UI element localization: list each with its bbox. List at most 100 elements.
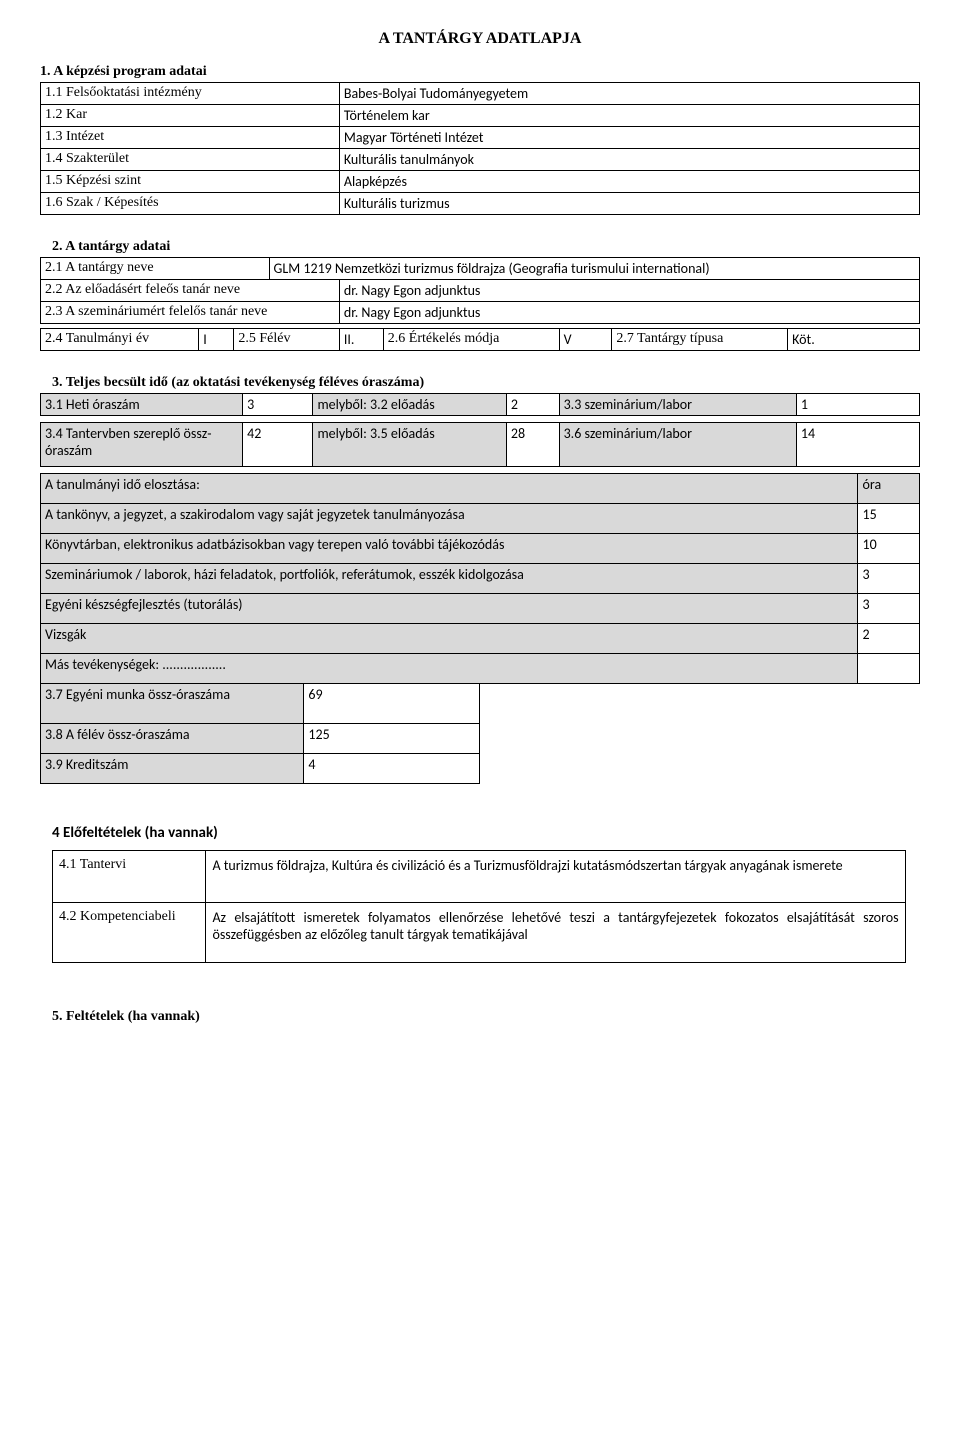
- table-row: Vizsgák2: [41, 624, 920, 654]
- s2-r3-value: dr. Nagy Egon adjunktus: [339, 302, 919, 324]
- table-row: 3.4 Tantervben szereplő össz-óraszám 42 …: [41, 423, 920, 467]
- table-row: 3.1 Heti óraszám 3 melyből: 3.2 előadás …: [41, 394, 920, 416]
- s3-dist-header-unit: óra: [858, 474, 920, 504]
- s3-r1-v1: 3: [243, 394, 313, 416]
- s3-f2-label: 3.9 Kreditszám: [41, 754, 304, 784]
- s1-r1-value: Történelem kar: [339, 105, 919, 127]
- table-row: A tankönyv, a jegyzet, a szakirodalom va…: [41, 504, 920, 534]
- s4-r0-value: A turizmus földrajza, Kultúra és civiliz…: [206, 851, 905, 903]
- section4-heading-prefix: 4: [52, 824, 60, 842]
- section3-row2: 3.4 Tantervben szereplő össz-óraszám 42 …: [40, 422, 920, 467]
- section2-table-c: 2.4 Tanulmányi év I 2.5 Félév II. 2.6 Ér…: [40, 328, 920, 351]
- s2-r3-label: 2.3 A szemináriumért felelős tanár neve: [41, 302, 340, 324]
- doc-title: A TANTÁRGY ADATLAPJA: [40, 30, 920, 48]
- s3-r1-v3: 1: [796, 394, 919, 416]
- section5-heading: 5. Feltételek (ha vannak): [52, 1009, 920, 1025]
- s3-r2-v2: 28: [506, 423, 559, 467]
- s3-dist1-label: Könyvtárban, elektronikus adatbázisokban…: [41, 534, 858, 564]
- s3-r1-c1: 3.1 Heti óraszám: [41, 394, 243, 416]
- s1-r5-label: 1.6 Szak / Képesítés: [41, 193, 340, 215]
- s3-f0-value: 69: [304, 684, 480, 724]
- s2-r2-label: 2.2 Az előadásért feleős tanár neve: [41, 280, 340, 302]
- s2-r4-v4: Köt.: [788, 329, 920, 351]
- s4-r1-label: 4.2 Kompetenciabeli: [53, 903, 206, 963]
- s1-r5-value: Kulturális turizmus: [339, 193, 919, 215]
- s3-f2-value: 4: [304, 754, 480, 784]
- table-row: 2.4 Tanulmányi év I 2.5 Félév II. 2.6 Ér…: [41, 329, 920, 351]
- section4-table: 4.1 Tantervi A turizmus földrajza, Kultú…: [52, 850, 906, 963]
- table-row: Könyvtárban, elektronikus adatbázisokban…: [41, 534, 920, 564]
- section2-table-b: 2.2 Az előadásért feleős tanár neve dr. …: [40, 279, 920, 324]
- s1-r4-value: Alapképzés: [339, 171, 919, 193]
- s2-r1-label: 2.1 A tantárgy neve: [41, 258, 270, 280]
- s3-dist-header-label: A tanulmányi idő elosztása:: [41, 474, 858, 504]
- table-row: 1.2 KarTörténelem kar: [41, 105, 920, 127]
- s3-r2-c3: 3.6 szeminárium/labor: [559, 423, 796, 467]
- s3-r1-c2: melyből: 3.2 előadás: [313, 394, 506, 416]
- s2-r4-c3: 2.6 Értékelés módja: [383, 329, 559, 351]
- s2-r1-value: GLM 1219 Nemzetközi turizmus földrajza (…: [269, 258, 919, 280]
- s3-dist0-label: A tankönyv, a jegyzet, a szakirodalom va…: [41, 504, 858, 534]
- s3-r2-v3: 14: [796, 423, 919, 467]
- s1-r0-value: Babes-Bolyai Tudományegyetem: [339, 83, 919, 105]
- section3-dist: A tanulmányi idő elosztása: óra A tankön…: [40, 473, 920, 684]
- s3-f1-label: 3.8 A félév össz-óraszáma: [41, 724, 304, 754]
- table-row: 1.6 Szak / KépesítésKulturális turizmus: [41, 193, 920, 215]
- table-row: A tanulmányi idő elosztása: óra: [41, 474, 920, 504]
- s4-r1-value: Az elsajátított ismeretek folyamatos ell…: [206, 903, 905, 963]
- table-row: Szemináriumok / laborok, házi feladatok,…: [41, 564, 920, 594]
- s2-r2-value: dr. Nagy Egon adjunktus: [339, 280, 919, 302]
- table-row: 2.1 A tantárgy neve GLM 1219 Nemzetközi …: [41, 258, 920, 280]
- section4-heading-rest: Előfeltételek (ha vannak): [60, 824, 218, 842]
- section3-heading: 3. Teljes becsült idő (az oktatási tevék…: [52, 375, 920, 391]
- table-row: 2.3 A szemináriumért felelős tanár neve …: [41, 302, 920, 324]
- s2-r4-v2: II.: [339, 329, 383, 351]
- s3-dist4-label: Vizsgák: [41, 624, 858, 654]
- s1-r2-label: 1.3 Intézet: [41, 127, 340, 149]
- table-row: Más tevékenységek: ..................: [41, 654, 920, 684]
- s3-dist4-value: 2: [858, 624, 920, 654]
- table-row: 4.2 Kompetenciabeli Az elsajátított isme…: [53, 903, 906, 963]
- s2-r4-c4: 2.7 Tantárgy típusa: [612, 329, 788, 351]
- s3-r1-c3: 3.3 szeminárium/labor: [559, 394, 796, 416]
- table-row: 1.4 SzakterületKulturális tanulmányok: [41, 149, 920, 171]
- s2-r4-c1: 2.4 Tanulmányi év: [41, 329, 199, 351]
- s2-r4-v1: I: [199, 329, 234, 351]
- s3-dist5-label: Más tevékenységek: ..................: [41, 654, 858, 684]
- s3-dist2-value: 3: [858, 564, 920, 594]
- table-row: 1.5 Képzési szintAlapképzés: [41, 171, 920, 193]
- s3-dist3-value: 3: [858, 594, 920, 624]
- s1-r0-label: 1.1 Felsőoktatási intézmény: [41, 83, 340, 105]
- s3-dist3-label: Egyéni készségfejlesztés (tutorálás): [41, 594, 858, 624]
- section1-table: 1.1 Felsőoktatási intézményBabes-Bolyai …: [40, 82, 920, 215]
- section2-heading: 2. A tantárgy adatai: [52, 239, 920, 255]
- s1-r4-label: 1.5 Képzési szint: [41, 171, 340, 193]
- section3-row1: 3.1 Heti óraszám 3 melyből: 3.2 előadás …: [40, 393, 920, 416]
- table-row: 1.1 Felsőoktatási intézményBabes-Bolyai …: [41, 83, 920, 105]
- s1-r2-value: Magyar Történeti Intézet: [339, 127, 919, 149]
- s1-r1-label: 1.2 Kar: [41, 105, 340, 127]
- s3-f1-value: 125: [304, 724, 480, 754]
- table-row: 1.3 IntézetMagyar Történeti Intézet: [41, 127, 920, 149]
- s3-dist2-label: Szemináriumok / laborok, házi feladatok,…: [41, 564, 858, 594]
- s4-r0-label: 4.1 Tantervi: [53, 851, 206, 903]
- table-row: 3.8 A félév össz-óraszáma125: [41, 724, 480, 754]
- section1-heading: 1. A képzési program adatai: [40, 64, 920, 80]
- s3-r2-c2: melyből: 3.5 előadás: [313, 423, 506, 467]
- table-row: 4.1 Tantervi A turizmus földrajza, Kultú…: [53, 851, 906, 903]
- s3-dist0-value: 15: [858, 504, 920, 534]
- s3-dist1-value: 10: [858, 534, 920, 564]
- table-row: 2.2 Az előadásért feleős tanár neve dr. …: [41, 280, 920, 302]
- s3-r2-c1: 3.4 Tantervben szereplő össz-óraszám: [41, 423, 243, 467]
- section3-footer: 3.7 Egyéni munka össz-óraszáma69 3.8 A f…: [40, 683, 480, 784]
- s3-dist5-value: [858, 654, 920, 684]
- s2-r4-c2: 2.5 Félév: [234, 329, 339, 351]
- s3-f0-label: 3.7 Egyéni munka össz-óraszáma: [41, 684, 304, 724]
- s2-r4-v3: V: [559, 329, 612, 351]
- s3-r2-v1: 42: [243, 423, 313, 467]
- table-row: Egyéni készségfejlesztés (tutorálás)3: [41, 594, 920, 624]
- s1-r3-value: Kulturális tanulmányok: [339, 149, 919, 171]
- s1-r3-label: 1.4 Szakterület: [41, 149, 340, 171]
- section4-heading: 4 Előfeltételek (ha vannak): [52, 824, 920, 842]
- section2-table-a: 2.1 A tantárgy neve GLM 1219 Nemzetközi …: [40, 257, 920, 280]
